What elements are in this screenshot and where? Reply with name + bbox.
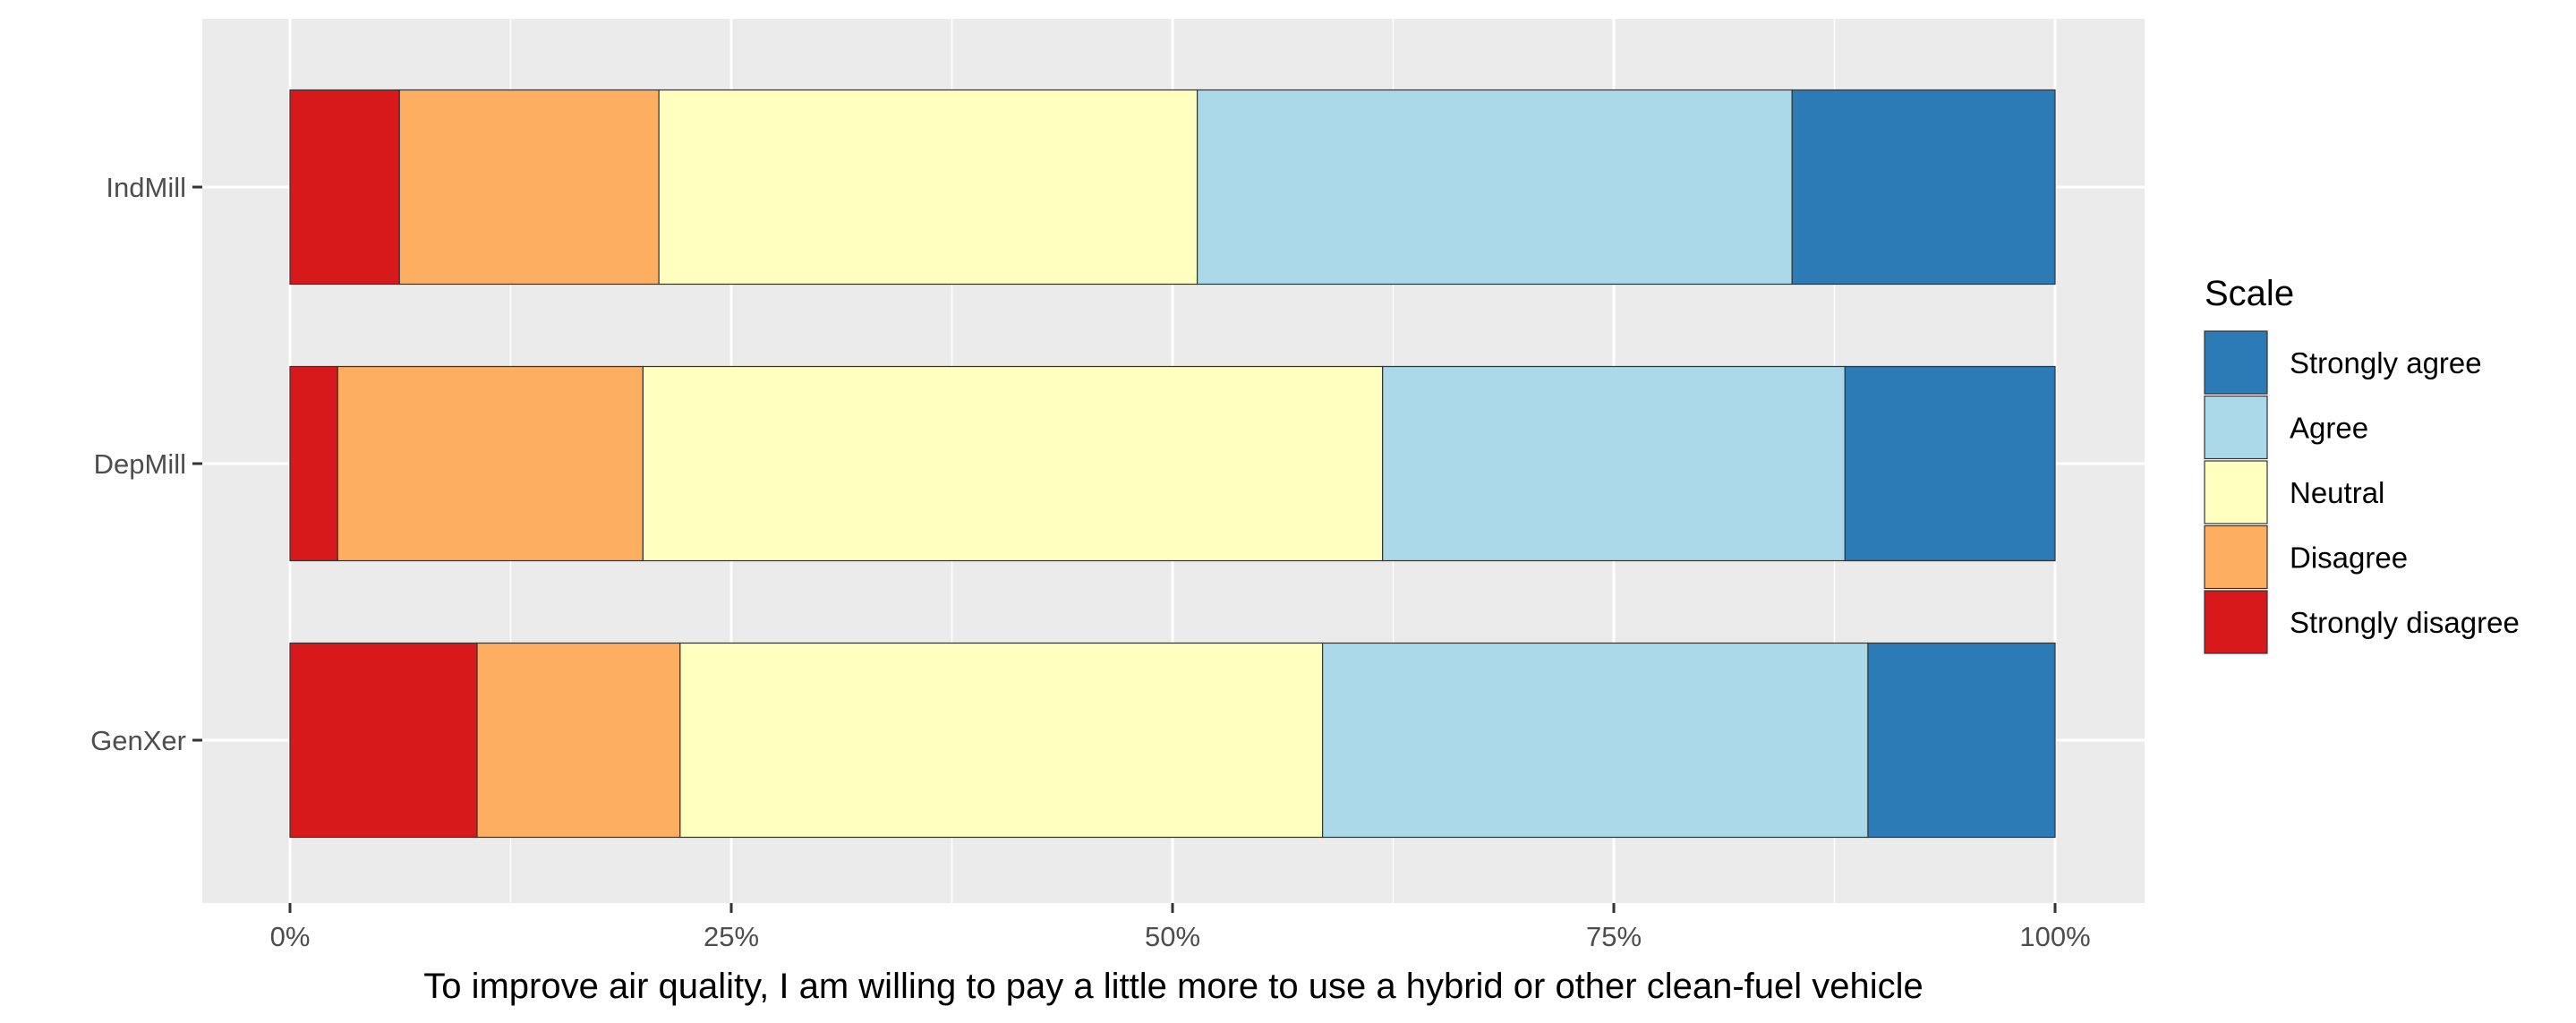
x-tick-label: 0% — [270, 921, 311, 952]
legend-key — [2204, 330, 2268, 395]
legend-title: Scale — [2205, 274, 2294, 313]
bar-segment-genxer-agree — [1322, 642, 1869, 839]
bars — [289, 89, 2056, 839]
bar-segment-genxer-disagree — [476, 642, 681, 839]
legend-key — [2204, 524, 2268, 590]
bar-segment-depmill-agree — [1382, 365, 1846, 562]
bar-segment-indmill-neutral — [658, 89, 1198, 286]
legend-key — [2204, 590, 2268, 654]
legend: Scale Strongly agree Agree Neutral Disagree… — [2204, 274, 2520, 654]
bar-segment-indmill-strongly-disagree — [289, 89, 400, 286]
x-tick-label: 50% — [1145, 921, 1200, 952]
legend-key — [2204, 395, 2268, 460]
legend-label: Neutral — [2290, 476, 2384, 509]
bar-segment-indmill-strongly-agree — [1791, 89, 2056, 286]
y-axis: IndMill DepMill GenXer — [90, 172, 202, 756]
x-tick-label: 25% — [704, 921, 759, 952]
y-tick-label: IndMill — [106, 172, 186, 203]
bar-segment-depmill-disagree — [337, 365, 644, 562]
bar-segment-depmill-neutral — [642, 365, 1384, 562]
bar-segment-depmill-strongly-disagree — [289, 365, 338, 562]
legend-label: Strongly disagree — [2290, 606, 2520, 639]
legend-label: Disagree — [2290, 541, 2408, 575]
bar-segment-genxer-strongly-disagree — [289, 642, 478, 839]
y-tick-label: GenXer — [90, 725, 186, 756]
x-tick-label: 100% — [2019, 921, 2090, 952]
bar-segment-genxer-strongly-agree — [1867, 642, 2056, 839]
legend-label: Agree — [2290, 412, 2368, 445]
bar-segment-indmill-agree — [1197, 89, 1793, 286]
x-axis: 0% 25% 50% 75% 100% — [270, 903, 2091, 952]
legend-key — [2204, 460, 2268, 524]
y-tick-label: DepMill — [94, 448, 186, 480]
bar-segment-depmill-strongly-agree — [1844, 365, 2056, 562]
legend-label: Strongly agree — [2290, 346, 2482, 379]
bar-segment-indmill-disagree — [398, 89, 660, 286]
x-axis-title: To improve air quality, I am willing to … — [423, 967, 1923, 1006]
bar-segment-genxer-neutral — [679, 642, 1324, 839]
x-tick-label: 75% — [1586, 921, 1642, 952]
